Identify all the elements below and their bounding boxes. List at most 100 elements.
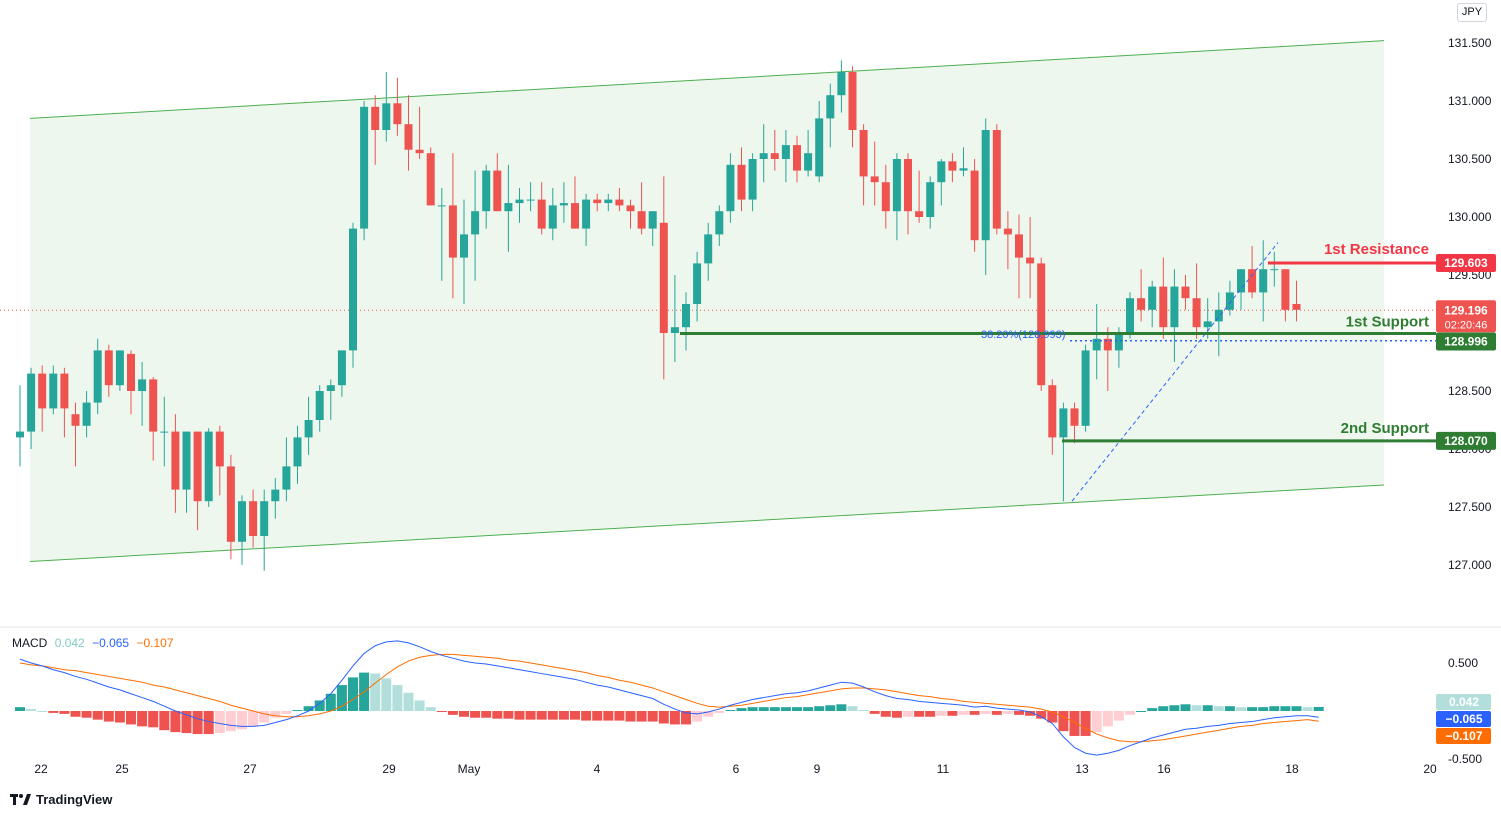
candle-body <box>904 159 912 212</box>
macd-histogram-bar <box>1091 711 1102 733</box>
macd-histogram-bar <box>1258 707 1269 711</box>
time-axis-tick: 29 <box>382 762 396 776</box>
candle-body <box>1003 228 1012 235</box>
candle <box>848 66 857 148</box>
macd-histogram-bar <box>603 711 614 721</box>
current-price-tag: 129.196 02:20:46 <box>1436 300 1496 333</box>
channel-upper-line <box>29 40 1385 119</box>
fib-level-label: 38.20%(128.993) <box>981 329 1065 341</box>
macd-histogram-bar <box>70 711 81 717</box>
macd-axis-tick: -0.500 <box>1448 752 1482 766</box>
candle-body <box>948 161 957 171</box>
candle-body <box>848 72 857 130</box>
macd-histogram-bar <box>758 707 769 711</box>
candle-body <box>1159 286 1168 328</box>
macd-histogram-bar <box>703 711 714 717</box>
candle <box>1270 251 1279 287</box>
macd-histogram-bar <box>1191 705 1202 711</box>
candle <box>127 350 135 415</box>
candle <box>93 338 102 415</box>
macd-histogram-bar <box>1302 707 1313 711</box>
candle <box>970 159 979 252</box>
candle-body <box>537 199 546 229</box>
macd-legend-macd: −0.065 <box>92 636 130 650</box>
macd-legend-title: MACD <box>12 636 48 650</box>
time-axis-tick: 20 <box>1423 762 1437 776</box>
macd-histogram-bar <box>681 711 691 725</box>
macd-histogram-bar <box>292 710 303 712</box>
candle <box>504 164 513 252</box>
candle-body <box>127 353 135 391</box>
candle <box>382 72 391 142</box>
candle <box>1059 402 1068 502</box>
time-axis[interactable]: 22 25 27 29 May 4 6 9 11 13 16 18 20 <box>34 762 1437 776</box>
macd-histogram-bar <box>1224 706 1235 711</box>
macd-axis[interactable]: 0.500 -0.500 <box>1448 656 1482 766</box>
candle-body <box>38 373 47 409</box>
macd-axis-tick: 0.500 <box>1448 656 1478 670</box>
candle <box>1015 214 1023 299</box>
candle-body <box>304 420 313 438</box>
tradingview-brand[interactable]: TradingView <box>10 792 112 807</box>
candle <box>548 188 557 241</box>
macd-histogram-bar <box>248 711 259 727</box>
macd-histogram-bar <box>1291 706 1302 711</box>
macd-histogram-bar <box>769 707 780 711</box>
macd-histogram-bar <box>447 711 458 715</box>
macd-histogram-bar <box>15 707 25 711</box>
svg-text:−0.107: −0.107 <box>1445 729 1482 743</box>
candle-body <box>915 211 924 217</box>
candle <box>726 153 735 223</box>
candle-body <box>326 385 335 391</box>
candle <box>1048 379 1057 455</box>
macd-histogram-bar <box>148 711 159 728</box>
candle-body <box>693 263 702 304</box>
candle <box>226 454 235 560</box>
macd-histogram-bar <box>625 711 636 722</box>
candle <box>437 188 446 281</box>
macd-histogram-bar <box>547 711 558 720</box>
candle <box>304 396 313 455</box>
candle-body <box>1248 269 1257 293</box>
candle-body <box>315 391 324 420</box>
price-axis[interactable]: 131.500131.000130.500130.000129.500128.5… <box>1448 36 1492 572</box>
candle <box>460 199 468 304</box>
price-axis-tick: 127.500 <box>1448 500 1492 514</box>
candle-body <box>60 373 69 409</box>
macd-histogram-bar <box>847 706 858 711</box>
candle-body <box>1259 269 1268 293</box>
macd-histogram-bar <box>636 711 647 722</box>
candle-body <box>926 182 935 217</box>
macd-histogram-bar <box>803 707 814 711</box>
candle-body <box>1103 338 1112 351</box>
macd-histogram-bar <box>1058 711 1069 732</box>
macd-hist-tag: 0.042 <box>1436 694 1491 710</box>
candle-body <box>1137 298 1146 310</box>
price-channel-area <box>30 40 1384 562</box>
candle <box>471 170 480 281</box>
candle <box>160 396 169 467</box>
macd-histogram-bar <box>281 711 292 714</box>
macd-histogram-bar <box>1080 711 1091 736</box>
candle-body <box>1081 350 1090 426</box>
candle <box>182 431 191 513</box>
macd-histogram-bar <box>1236 707 1246 711</box>
candle-body <box>559 203 568 206</box>
candle <box>404 95 413 171</box>
macd-histogram-bar <box>1113 711 1124 721</box>
macd-histogram-bar <box>1125 711 1135 715</box>
candle <box>659 176 668 380</box>
candle-body <box>770 153 779 159</box>
currency-badge[interactable]: JPY <box>1457 3 1487 22</box>
candle-body <box>471 211 480 235</box>
candle <box>748 153 757 212</box>
macd-legend[interactable]: MACD 0.042 −0.065 −0.107 <box>12 636 178 650</box>
candle <box>626 199 635 229</box>
candle <box>537 182 546 235</box>
macd-histogram-bar <box>436 711 447 712</box>
candle-body <box>981 130 990 241</box>
candle-body <box>16 431 24 438</box>
fib-retracement-tool[interactable] <box>1071 242 1279 502</box>
time-axis-tick: 16 <box>1157 762 1171 776</box>
